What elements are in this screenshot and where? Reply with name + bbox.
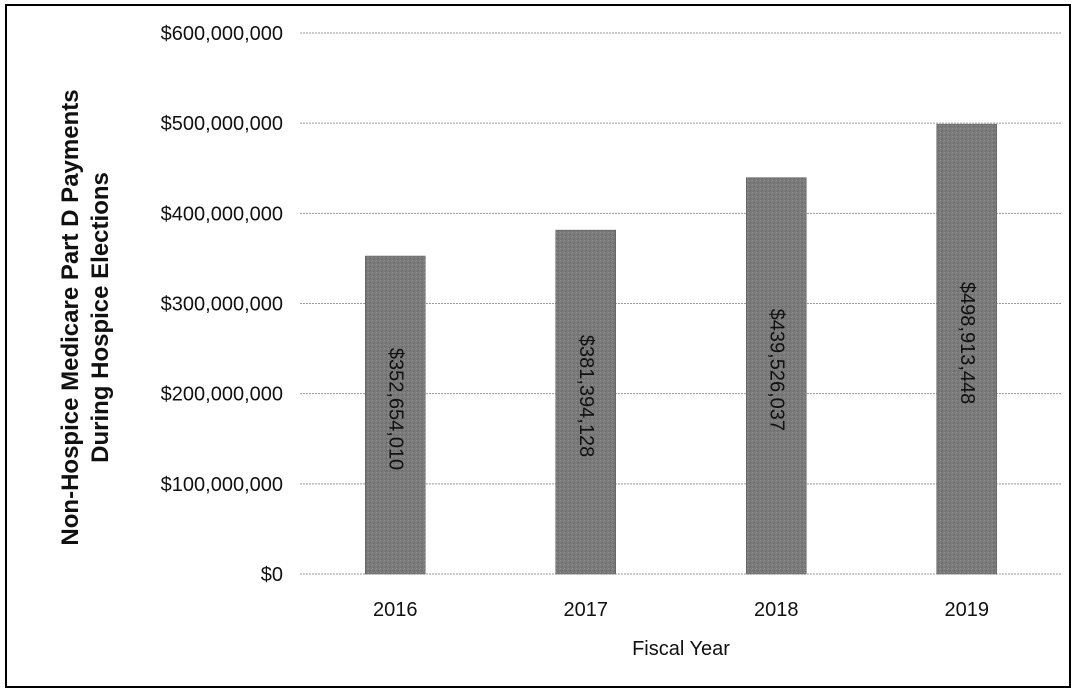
data-label-2018: $439,526,037	[765, 309, 787, 431]
y-tick-label: $500,000,000	[161, 113, 283, 135]
bars	[365, 123, 997, 575]
y-tick-label: $400,000,000	[161, 203, 283, 225]
x-tick-label: 2016	[373, 599, 418, 621]
data-labels: $352,654,010 $381,394,128 $439,526,037 $498…	[384, 282, 978, 470]
y-tick-label: $600,000,000	[161, 23, 283, 45]
data-label-2019: $498,913,448	[956, 282, 978, 404]
data-label-2017: $381,394,128	[575, 335, 597, 457]
bar-2019	[936, 123, 997, 575]
x-axis-title: Fiscal Year	[632, 638, 730, 660]
bar-2018	[746, 177, 807, 575]
x-axis-tick-labels: 2016 2017 2018 2019	[373, 599, 989, 621]
y-axis-title: Non-Hospice Medicare Part D Payments Duri…	[57, 89, 114, 545]
y-tick-label: $200,000,000	[161, 384, 283, 406]
x-tick-label: 2019	[945, 599, 990, 621]
bar-2016	[365, 255, 426, 575]
x-tick-label: 2018	[754, 599, 799, 621]
gridlines	[300, 32, 1062, 575]
y-tick-label: $0	[261, 564, 283, 586]
y-axis-tick-labels: $0 $100,000,000 $200,000,000 $300,000,000 $4…	[161, 23, 283, 586]
y-tick-label: $300,000,000	[161, 294, 283, 316]
y-axis-title-line: During Hospice Elections	[87, 172, 114, 463]
bar-2017	[555, 229, 616, 575]
x-tick-label: 2017	[564, 599, 609, 621]
y-axis-title-line: Non-Hospice Medicare Part D Payments	[57, 89, 84, 545]
data-label-2016: $352,654,010	[384, 348, 406, 470]
y-tick-label: $100,000,000	[161, 474, 283, 496]
